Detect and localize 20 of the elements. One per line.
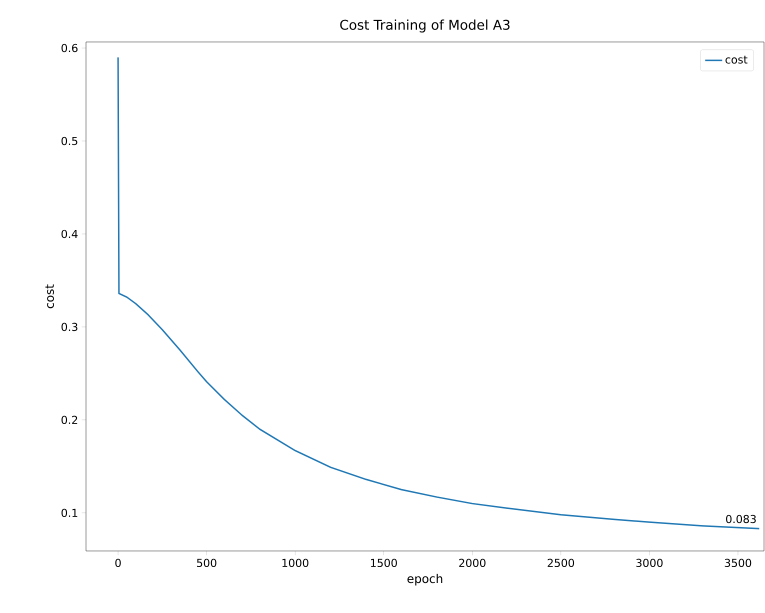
annotation: 0.083 <box>726 514 756 524</box>
x-tick-label: 1000 <box>282 558 308 568</box>
x-tick-label: 2500 <box>548 558 574 568</box>
x-tick-label: 3000 <box>636 558 663 568</box>
y-tick-label: 0.3 <box>62 322 78 332</box>
y-tick-label: 0.5 <box>62 136 78 146</box>
x-tick-label: 1500 <box>371 558 397 568</box>
x-axis-title: epoch <box>407 574 442 586</box>
y-tick-label: 0.1 <box>62 508 78 518</box>
line-series <box>117 56 760 530</box>
y-tick-label: 0.6 <box>62 44 78 52</box>
x-tick-label: 2000 <box>459 558 486 568</box>
x-tick-label: 3500 <box>724 558 752 568</box>
x-tick-label: 500 <box>197 558 216 568</box>
y-tick-label: 0.2 <box>62 416 78 424</box>
y-axis-title: cost <box>45 284 54 308</box>
legend-label: cost <box>726 56 748 64</box>
y-tick-label: 0.4 <box>62 230 78 238</box>
chart-title: Cost Training of Model A3 <box>340 19 510 32</box>
x-tick-label: 0 <box>115 558 121 568</box>
